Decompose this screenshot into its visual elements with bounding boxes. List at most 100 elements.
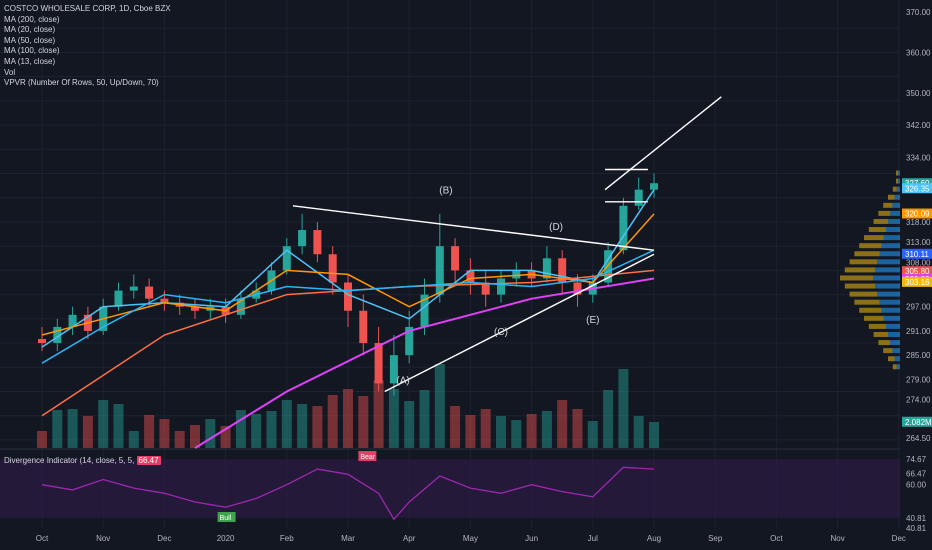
time-tick-label: Aug	[647, 534, 661, 543]
volume-profile	[840, 170, 900, 370]
vpvr-bar-down	[883, 235, 900, 241]
price-marker	[902, 208, 932, 219]
trendline	[604, 96, 722, 191]
oscillator-value: 66.47	[136, 456, 161, 465]
price-marker-label: 310.11	[905, 250, 929, 259]
trendline	[292, 205, 655, 251]
candle-body	[298, 230, 307, 247]
volume-bar	[434, 364, 445, 448]
candle-body	[481, 282, 490, 295]
price-tick-label: 370.00	[906, 8, 931, 17]
price-marker	[902, 266, 932, 277]
vpvr-bar-up	[873, 218, 889, 224]
volume-bar	[373, 380, 384, 448]
volume-bar	[220, 426, 231, 448]
oscillator-legend[interactable]: Divergence Indicator (14, close, 5, 5, 6…	[4, 456, 161, 465]
bull-marker-label: Bull	[220, 515, 232, 522]
vpvr-bar-up	[854, 299, 880, 305]
oscillator-label: Divergence Indicator (14, close, 5, 5,	[4, 456, 135, 465]
candle-body	[145, 286, 154, 299]
vpvr-bar-down	[890, 340, 900, 346]
symbol-title[interactable]: COSTCO WHOLESALE CORP, 1D, Cboe BZX	[4, 4, 171, 13]
legend-item-ma200[interactable]: MA (200, close)	[4, 14, 60, 24]
price-tick-label: 297.00	[906, 303, 931, 312]
candle-body	[38, 339, 46, 344]
vpvr-bar-up	[854, 251, 880, 257]
legend-item-ma50[interactable]: MA (50, close)	[4, 35, 56, 45]
volume-bar	[205, 419, 216, 448]
volume-bar	[144, 415, 155, 448]
candle-body	[405, 326, 414, 356]
price-axis[interactable]: 370.00360.00350.00342.00334.00327.60326.…	[900, 0, 932, 550]
volume-bar	[480, 409, 491, 448]
candle-body	[344, 282, 352, 311]
vpvr-bar-down	[898, 170, 900, 176]
volume-bar	[511, 420, 522, 448]
price-tick-label: 291.00	[906, 327, 931, 336]
wave-labels: (A) (B) (C) (D) (E)	[396, 186, 599, 387]
price-marker-label: 326.35	[905, 184, 930, 193]
vpvr-bar-down	[888, 218, 900, 224]
vpvr-bar-up	[864, 315, 884, 321]
candle-body	[129, 286, 138, 291]
price-marker	[902, 248, 932, 259]
vpvr-bar-down	[888, 331, 900, 337]
candle-body	[650, 183, 658, 190]
vpvr-bar-down	[875, 283, 900, 289]
time-axis[interactable]: Oct Nov Dec 2020 Feb Mar Apr May Jun Jul Aug Sep Oct…	[36, 534, 906, 543]
price-marker-label: 303.16	[905, 278, 930, 287]
volume-bar	[358, 396, 369, 448]
price-tick-label: 342.00	[906, 121, 931, 130]
volume-bar	[67, 409, 78, 448]
vpvr-bar-up	[849, 291, 878, 297]
volume-bar	[465, 415, 476, 448]
candle-body	[191, 306, 199, 311]
time-tick-label: Oct	[36, 534, 49, 543]
vpvr-bar-up	[864, 235, 884, 241]
volume-bar	[98, 400, 109, 448]
legend-item-vol[interactable]: Vol	[4, 67, 16, 77]
vpvr-bar-down	[898, 178, 900, 184]
vpvr-bar-up	[878, 210, 891, 216]
vpvr-bar-down	[885, 323, 900, 329]
vpvr-bar-up	[888, 356, 895, 362]
price-tick-label: 360.00	[906, 48, 931, 57]
price-tick-label: 318.00	[906, 218, 931, 227]
vpvr-bar-down	[879, 299, 900, 305]
candle-body	[497, 278, 505, 295]
price-tick-label: 285.00	[906, 351, 931, 360]
volume-bar	[281, 400, 292, 448]
volume-bar	[649, 422, 659, 448]
vpvr-bar-up	[844, 283, 876, 289]
candle-body	[435, 246, 444, 295]
legend-item-ma13[interactable]: MA (13, close)	[4, 56, 56, 66]
volume-bar	[572, 409, 583, 448]
time-tick-label: May	[463, 534, 478, 543]
vpvr-bar-up	[859, 307, 882, 313]
vpvr-bar-down	[885, 227, 900, 233]
osc-tick-label: 40.81	[906, 514, 927, 523]
candle-body	[68, 314, 77, 327]
price-tick-label: 274.00	[906, 396, 931, 405]
vpvr-bar-up	[840, 275, 873, 281]
vpvr-bar-up	[868, 227, 886, 233]
time-tick-label: Nov	[96, 534, 110, 543]
legend-item-ma20[interactable]: MA (20, close)	[4, 25, 56, 35]
vpvr-bar-down	[881, 307, 900, 313]
vpvr-bar-down	[890, 210, 900, 216]
candle-body	[53, 326, 62, 344]
candle-body	[573, 282, 582, 295]
vpvr-bar-down	[892, 202, 900, 208]
candle-body	[359, 310, 368, 344]
trendline	[384, 253, 655, 393]
legend-item-ma100[interactable]: MA (100, close)	[4, 46, 60, 56]
vpvr-bar-down	[896, 364, 900, 370]
vpvr-bar-up	[888, 194, 895, 200]
legend-item-vpvr[interactable]: VPVR (Number Of Rows, 50, Up/Down, 70)	[4, 78, 159, 88]
volume-bar	[419, 390, 430, 448]
volume-bars	[37, 364, 659, 448]
vpvr-bar-down	[879, 251, 900, 257]
candle-body	[114, 290, 123, 307]
bear-marker-label: Bear	[360, 454, 375, 461]
